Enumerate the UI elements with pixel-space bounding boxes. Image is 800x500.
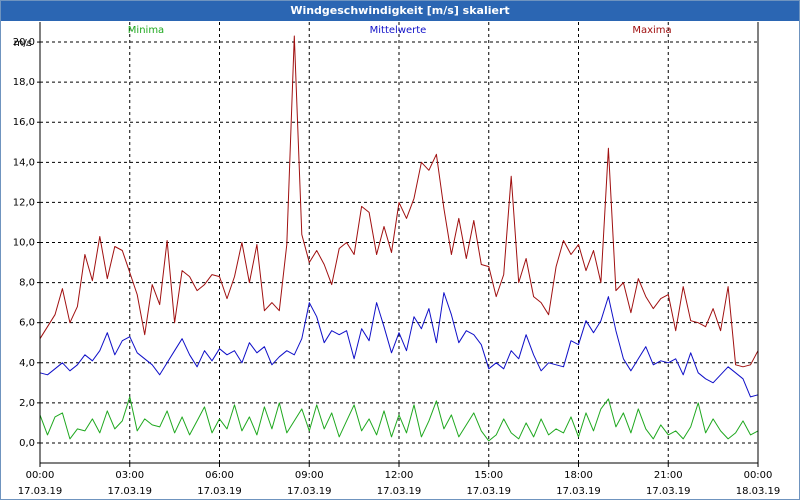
x-tick-date-label: 17.03.19 (466, 486, 511, 497)
series-line-maxima (39, 35, 759, 368)
x-tick-date-label: 17.03.19 (107, 486, 152, 497)
y-tick-label: 18,0 (13, 77, 35, 88)
y-tick-label: 20,0 (13, 37, 35, 48)
x-tick-time-label: 00:00 (744, 470, 773, 481)
x-tick-date-label: 17.03.19 (197, 486, 242, 497)
window-title: Windgeschwindigkeit [m/s] skaliert (1, 1, 799, 21)
series-layer (39, 35, 759, 442)
axes: 0,0 2,0 4,0 6,0 8,0 10,0 12,0 14,0 16,0 18,0 20,0 0… (13, 22, 781, 497)
x-tick-time-label: 12:00 (385, 470, 414, 481)
x-tick-time-label: 00:00 (26, 470, 55, 481)
x-tick-date-label: 17.03.19 (18, 486, 63, 497)
y-tick-label: 16,0 (13, 117, 35, 128)
x-tick-time-label: 03:00 (115, 470, 144, 481)
legend-mittelwerte: Mittelwerte (370, 25, 427, 36)
y-tick-label: 6,0 (19, 318, 35, 329)
legend-maxima: Maxima (632, 25, 671, 36)
x-tick-time-label: 18:00 (564, 470, 593, 481)
x-tick-time-label: 21:00 (654, 470, 683, 481)
legend-minima: Minima (128, 25, 164, 36)
x-tick-date-label: 18.03.19 (736, 486, 781, 497)
x-tick-time-label: 09:00 (295, 470, 324, 481)
x-tick-date-label: 17.03.19 (377, 486, 422, 497)
x-tick-date-label: 17.03.19 (287, 486, 332, 497)
series-line-mittelwerte (39, 292, 759, 398)
x-tick-time-label: 15:00 (474, 470, 503, 481)
x-tick-time-label: 06:00 (205, 470, 234, 481)
grid (40, 22, 758, 463)
wind-speed-chart: 0,0 2,0 4,0 6,0 8,0 10,0 12,0 14,0 16,0 18,0 20,0 0… (13, 22, 781, 497)
x-tick-date-label: 17.03.19 (646, 486, 691, 497)
y-tick-label: 10,0 (13, 238, 35, 249)
y-axis-label: m/s (14, 38, 32, 49)
y-tick-label: 14,0 (13, 157, 35, 168)
y-tick-label: 12,0 (13, 197, 35, 208)
x-tick-date-label: 17.03.19 (556, 486, 601, 497)
y-tick-label: 2,0 (19, 398, 35, 409)
legend: Minima Mittelwerte Maxima (128, 25, 672, 36)
y-tick-label: 8,0 (19, 278, 35, 289)
y-tick-label: 0,0 (19, 438, 35, 449)
series-line-minima (39, 396, 759, 442)
y-tick-label: 4,0 (19, 358, 35, 369)
